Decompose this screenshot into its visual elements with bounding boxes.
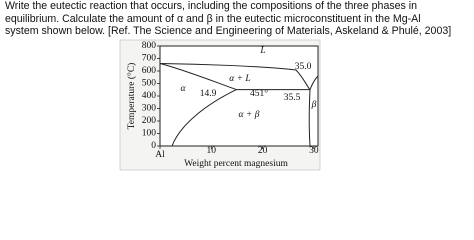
question-line: system shown below. [Ref. The Science an…	[5, 25, 452, 37]
page: {"question": {"lines": [ "Write the eute…	[5, 0, 471, 171]
region-label: α	[181, 84, 187, 94]
solidus	[159, 63, 237, 91]
question-line: Write the eutectic reaction that occurs,…	[5, 0, 418, 12]
x-tick-label: 30	[309, 146, 319, 156]
y-tick-label: 500	[142, 79, 157, 89]
x-tick-label: Al	[155, 150, 165, 160]
solvus	[171, 89, 237, 147]
region-label: β	[311, 100, 317, 110]
question-line: equilibrium. Calculate the amount of α a…	[5, 12, 421, 25]
beta-liquidus	[309, 75, 319, 90]
liquidus	[159, 63, 311, 91]
point-label: 35.5	[284, 93, 301, 103]
region-label: α + β	[239, 110, 260, 120]
y-tick-label: 400	[142, 91, 157, 101]
y-tick-label: 0	[151, 141, 156, 151]
y-tick-label: 600	[142, 66, 157, 76]
region-label: α + L	[229, 74, 250, 84]
point-label: 451°	[250, 88, 268, 99]
question-text: Write the eutectic reaction that occurs,…	[5, 0, 471, 38]
y-tick-label: 100	[142, 129, 157, 139]
y-tick-label: 700	[142, 54, 157, 64]
point-label: 14.9	[200, 89, 217, 99]
y-axis-label: Temperature (°C)	[126, 63, 137, 130]
x-tick-label: 20	[258, 146, 268, 156]
point-label: 35.0	[295, 62, 312, 72]
y-tick-label: 200	[142, 116, 157, 126]
region-label: L	[259, 46, 265, 56]
x-tick-label: 10	[207, 146, 217, 156]
beta-boundary	[308, 89, 311, 147]
phase-diagram: Temperature (°C) Weight percent magnesiu…	[119, 39, 321, 171]
y-tick-label: 800	[142, 41, 157, 51]
x-axis-label: Weight percent magnesium	[184, 159, 288, 169]
y-tick-label: 300	[142, 104, 157, 114]
